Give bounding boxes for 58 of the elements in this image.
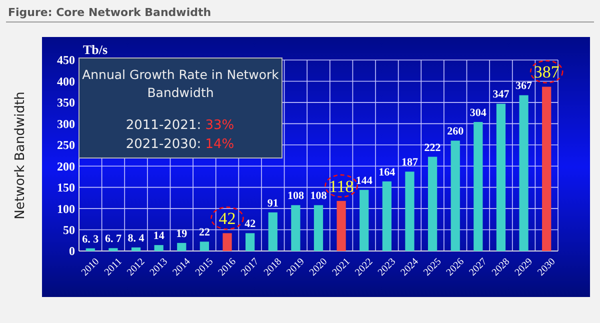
bar <box>360 190 369 251</box>
data-label: 108 <box>310 190 328 202</box>
data-label: 108 <box>287 190 304 202</box>
bar <box>246 233 255 251</box>
bar <box>336 200 346 251</box>
data-label: 42 <box>244 218 256 230</box>
data-label: 144 <box>356 174 373 187</box>
data-label: 22 <box>198 226 210 239</box>
annotation: Annual Growth Rate in Network Bandwidth <box>81 66 280 102</box>
bar <box>268 212 278 251</box>
y-tick-label: 300 <box>57 116 75 131</box>
data-label: 6. 3 <box>82 233 100 246</box>
data-label: 6. 7 <box>104 233 122 246</box>
bar <box>314 205 324 251</box>
data-label: 187 <box>401 156 418 169</box>
y-tick-label: 0 <box>69 244 75 258</box>
bar <box>86 248 95 251</box>
y-tick-label: 350 <box>57 96 75 110</box>
annotation: 2011-2021: 33% <box>126 118 234 133</box>
bar <box>405 172 414 251</box>
data-label: 19 <box>176 228 188 240</box>
x-tick-label: 2011 <box>102 256 124 278</box>
data-label: 260 <box>447 126 464 138</box>
y-axis-title: Network Bandwidth <box>13 92 28 220</box>
data-label: 164 <box>378 166 396 178</box>
data-label: 222 <box>424 142 442 154</box>
annotation: 2021-2030: 14% <box>126 137 234 152</box>
bar <box>154 245 164 251</box>
data-label: 347 <box>492 88 510 101</box>
bar <box>382 181 392 251</box>
bar <box>519 95 528 251</box>
data-label: 42 <box>218 209 236 228</box>
bar <box>474 122 483 251</box>
chart-title: Figure: Core Network Bandwidth <box>8 6 212 19</box>
y-tick-label: 400 <box>57 74 75 88</box>
bar <box>291 205 300 251</box>
bar <box>177 242 186 251</box>
bar <box>542 86 552 251</box>
bar <box>496 104 506 251</box>
text: Tb/s <box>83 42 108 57</box>
data-label: 14 <box>153 230 165 242</box>
data-label: 91 <box>267 197 278 210</box>
y-tick-label: 100 <box>57 202 75 216</box>
y-tick-label: 50 <box>63 222 75 237</box>
data-label: 8. 4 <box>128 232 145 244</box>
y-tick-label: 200 <box>57 159 75 174</box>
bar <box>108 248 118 251</box>
bar <box>131 247 141 251</box>
y-tick-label: 150 <box>57 180 75 195</box>
text-box: Annual Growth Rate in Network Bandwidth 2011-2021: 33% 2021-2030: 14% <box>78 58 282 158</box>
bar <box>428 156 438 251</box>
y-tick-label: 250 <box>57 138 75 152</box>
bar <box>200 242 210 251</box>
y-tick-label: 450 <box>57 53 75 68</box>
bar <box>222 233 232 251</box>
data-label: 304 <box>470 106 487 119</box>
bar <box>450 140 460 251</box>
data-label: 367 <box>516 80 533 92</box>
